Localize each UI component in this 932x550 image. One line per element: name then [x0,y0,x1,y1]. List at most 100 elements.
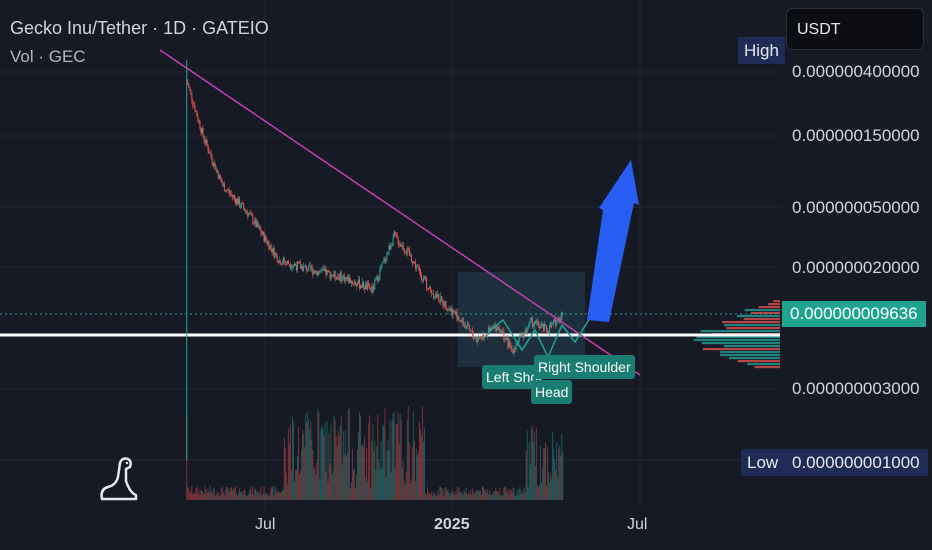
volume-bar [455,495,457,500]
candle-body [341,276,343,282]
volume-bar [434,493,436,500]
candle-body [401,245,403,248]
volume-bar [223,495,225,500]
volume-bar [428,492,430,500]
volume-bar [415,449,417,500]
candle-body [365,283,367,290]
volume-bar [278,492,280,500]
volume-bar [457,491,459,500]
currency-selector[interactable]: USDT [786,8,924,50]
candle-body [310,265,312,270]
candle-body [202,128,204,137]
candle-body [412,261,414,264]
volume-bar [437,490,439,500]
candle-body [313,271,315,275]
volume-bar [199,495,201,500]
volume-bar [389,420,391,500]
volume-bar [529,464,531,500]
candle-body [391,245,393,247]
volume-bar [362,443,364,500]
volume-bar [414,481,416,500]
volume-bar [399,414,401,500]
volume-bar [559,445,561,500]
candle-body [462,318,464,326]
low-value: 0.000000001000 [784,449,928,476]
volume-profile-bar [754,366,780,369]
volume-bar [328,433,330,500]
candle-body [312,267,314,275]
candle-body [471,330,473,336]
volume-bar [521,489,523,500]
volume-bar [193,493,195,500]
volume-bar [493,491,495,500]
candle-body [263,231,265,242]
volume-bar [236,494,238,500]
volume-bar [549,481,551,500]
volume-bar [382,424,384,500]
volume-profile-bar [693,339,780,342]
candle-body [379,269,381,279]
candle-body [334,271,336,278]
volume-bar [541,468,543,500]
volume-bar [214,495,216,500]
volume-bar [540,483,542,500]
candle-body [442,299,444,306]
volume-bar [543,448,545,500]
volume-profile-bar [744,309,780,312]
volume-bar [510,489,512,500]
volume-profile-bar [720,354,780,357]
candle-body [219,174,221,179]
volume-bar [322,428,324,500]
volume-bar [215,494,217,500]
candle-body [414,261,416,268]
volume-bar [464,492,466,500]
candle-body [411,261,413,264]
volume-bar [319,479,321,500]
volume-bar [496,491,498,500]
volume-bar [468,494,470,500]
descending-trendline [159,49,641,376]
candle-body [422,280,424,281]
candle-body [490,327,492,331]
candle-body [193,104,195,106]
volume-profile-bar [743,318,780,321]
candle-body [267,242,269,245]
candle-body [481,334,483,339]
volume-bar [230,487,232,500]
candle-body [290,267,292,269]
high-label: High [738,37,785,64]
volume-bar [488,494,490,500]
candle-body [392,237,394,246]
volume-bar [523,487,525,500]
volume-bar [370,488,372,500]
volume-bar [562,451,564,500]
volume-bar [480,494,482,500]
candle-body [453,310,455,312]
candle-body [387,252,389,254]
volume-bar [486,492,488,500]
candle-body [534,320,536,324]
candle-body [218,174,220,179]
volume-bar [508,494,510,500]
candle-body [415,267,417,268]
volume-bar [409,483,411,500]
volume-profile-bar [724,324,780,327]
candle-body [400,244,402,248]
volume-bar [476,490,478,500]
volume-bar [465,487,467,500]
candle-body [258,226,260,228]
volume-bar [304,447,306,500]
volume-bar [342,431,344,500]
candle-body [431,289,433,294]
candle-body [425,277,427,279]
candle-body [211,156,213,163]
volume-profile-bar [747,363,780,366]
volume-bar [471,488,473,500]
volume-bar [454,491,456,500]
candle-body [353,281,355,284]
price-tick-4: 0.000000020000 [792,258,920,277]
candle-body [371,287,373,292]
time-tick-jul-2025: Jul [627,516,648,533]
volume-bar [340,416,342,500]
candle-body [394,231,396,235]
